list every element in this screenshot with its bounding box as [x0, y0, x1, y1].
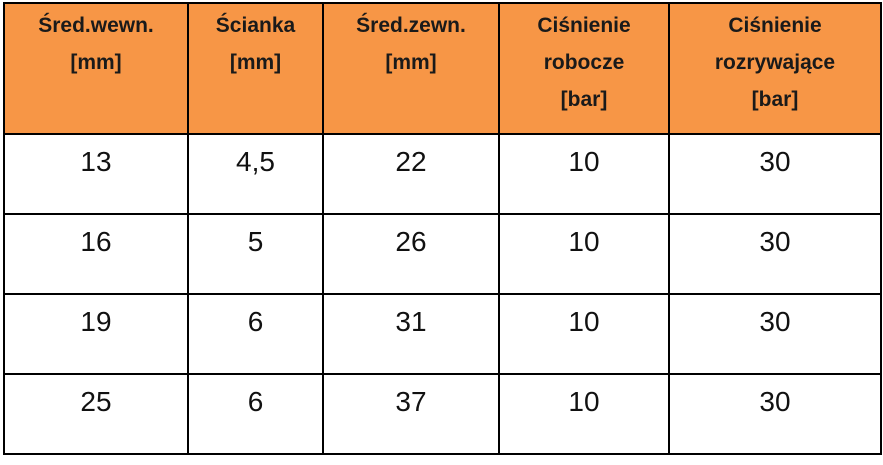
table-row: 13 4,5 22 10 30	[3, 133, 882, 215]
header-cell: Ścianka [mm]	[187, 2, 324, 135]
table-cell: 22	[322, 133, 500, 215]
header-text: Śred.zewn.	[356, 14, 466, 37]
header-text: Śred.wewn.	[38, 14, 154, 37]
table-cell: 10	[498, 133, 670, 215]
table-cell: 6	[187, 293, 324, 375]
table-row: 25 6 37 10 30	[3, 373, 882, 455]
table-cell: 10	[498, 373, 670, 455]
table-cell: 10	[498, 293, 670, 375]
table-cell: 30	[668, 133, 882, 215]
table-row: 19 6 31 10 30	[3, 293, 882, 375]
table-cell: 25	[3, 373, 189, 455]
table-cell: 4,5	[187, 133, 324, 215]
header-row: Śred.wewn. [mm] Ścianka [mm] Śred.zewn. [mm] C…	[3, 2, 882, 135]
table-cell: 30	[668, 293, 882, 375]
header-cell: Ciśnienie rozrywające [bar]	[668, 2, 882, 135]
header-text: [mm]	[229, 51, 282, 74]
table-cell: 6	[187, 373, 324, 455]
header-text: [mm]	[70, 51, 122, 74]
table-cell: 31	[322, 293, 500, 375]
table-cell: 30	[668, 373, 882, 455]
table-cell: 30	[668, 213, 882, 295]
header-cell: Śred.wewn. [mm]	[3, 2, 189, 135]
table-cell: 10	[498, 213, 670, 295]
table-cell: 5	[187, 213, 324, 295]
header-text: robocze	[543, 51, 625, 74]
table-cell: 37	[322, 373, 500, 455]
header-text: rozrywające	[714, 51, 836, 74]
header-cell: Ciśnienie robocze [bar]	[498, 2, 670, 135]
header-text: [mm]	[385, 51, 437, 74]
header-text: [bar]	[751, 88, 799, 111]
table-cell: 19	[3, 293, 189, 375]
header-cell: Śred.zewn. [mm]	[322, 2, 500, 135]
table-cell: 13	[3, 133, 189, 215]
table-body: 13 4,5 22 10 30 16 5 26 10 30 19 6 31 10 30 25 6 37 10 30	[3, 133, 882, 455]
table-cell: 26	[322, 213, 500, 295]
table-row: 16 5 26 10 30	[3, 213, 882, 295]
header-text: [bar]	[560, 88, 608, 111]
table-cell: 16	[3, 213, 189, 295]
pressure-table: Śred.wewn. [mm] Ścianka [mm] Śred.zewn. [mm] C…	[3, 2, 882, 455]
header-text: Ciśnienie	[537, 14, 631, 37]
header-text: Ciśnienie	[728, 14, 822, 37]
header-text: Ścianka	[215, 14, 296, 37]
